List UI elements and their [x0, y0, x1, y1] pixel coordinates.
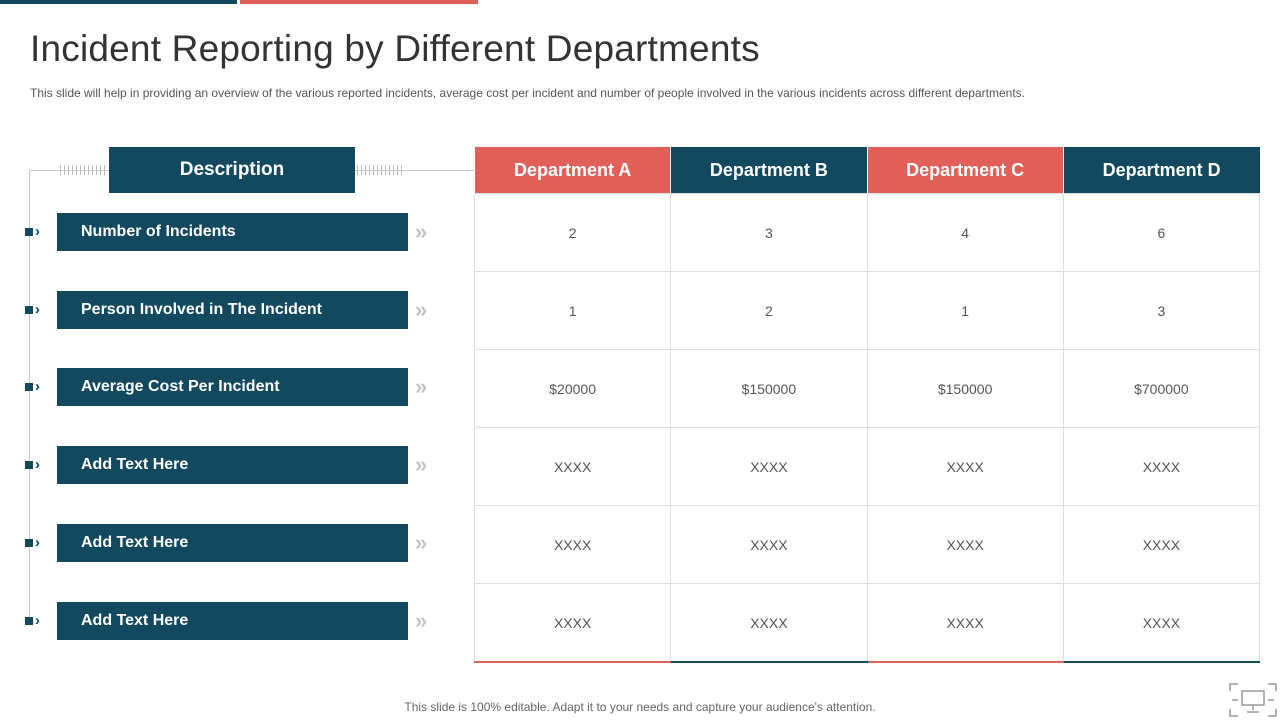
table-cell: XXXX: [473, 505, 672, 584]
double-chevron-right-icon: »: [415, 530, 428, 555]
column-header-department-b: Department B: [670, 147, 867, 194]
description-row: › Add Text Here »: [0, 446, 440, 484]
double-chevron-right-icon: »: [415, 452, 428, 477]
table-cell: XXXX: [473, 427, 672, 506]
bullet-square-icon: [25, 461, 33, 469]
table-cell: XXXX: [1062, 427, 1261, 506]
chevron-right-icon: ›: [35, 534, 40, 551]
description-row-label: Number of Incidents: [57, 213, 408, 251]
table-header-row: Department A Department B Department C D…: [473, 147, 1260, 194]
ticks-decoration-right: [357, 165, 405, 175]
table-cell: 3: [670, 193, 868, 272]
table-cell: XXXX: [866, 583, 1064, 663]
table-row: XXXX XXXX XXXX XXXX: [473, 505, 1261, 584]
column-header-department-c: Department C: [866, 147, 1064, 194]
double-chevron-right-icon: »: [415, 608, 428, 633]
double-chevron-right-icon: »: [415, 297, 428, 322]
table-cell: $150000: [866, 349, 1064, 428]
ticks-decoration-left: [60, 165, 108, 175]
bullet-square-icon: [25, 539, 33, 547]
description-row-label: Add Text Here: [57, 446, 408, 484]
slide-title: Incident Reporting by Different Departme…: [30, 28, 760, 69]
top-accent-bar-navy: [0, 0, 237, 4]
connector-vertical-line: [29, 170, 30, 622]
table-cell: XXXX: [866, 427, 1064, 506]
description-row-label: Add Text Here: [57, 524, 408, 562]
table-cell: XXXX: [670, 583, 868, 663]
description-row-label: Person Involved in The Incident: [57, 291, 408, 329]
table-cell: XXXX: [1062, 505, 1261, 584]
double-chevron-right-icon: »: [415, 374, 428, 399]
table-cell: XXXX: [473, 583, 672, 663]
table-cell: 2: [670, 271, 868, 350]
table-cell: 1: [866, 271, 1064, 350]
table-cell: XXXX: [1062, 583, 1261, 663]
description-row-label: Add Text Here: [57, 602, 408, 640]
description-row: › Number of Incidents »: [0, 213, 440, 251]
chevron-right-icon: ›: [35, 301, 40, 318]
table-cell: 2: [473, 193, 672, 272]
chevron-right-icon: ›: [35, 612, 40, 629]
table-cell: 1: [473, 271, 672, 350]
bullet-square-icon: [25, 617, 33, 625]
top-accent-bar-coral: [240, 0, 478, 4]
table-row: XXXX XXXX XXXX XXXX: [473, 427, 1261, 506]
description-row: › Add Text Here »: [0, 602, 440, 640]
presentation-screen-icon: [1229, 683, 1277, 717]
table-cell: XXXX: [670, 505, 868, 584]
description-row-label: Average Cost Per Incident: [57, 368, 408, 406]
table-cell: $150000: [670, 349, 868, 428]
department-table: Department A Department B Department C D…: [473, 147, 1261, 663]
description-row: › Person Involved in The Incident »: [0, 291, 440, 329]
table-row: 2 3 4 6: [473, 193, 1261, 272]
table-cell: XXXX: [866, 505, 1064, 584]
chevron-right-icon: ›: [35, 223, 40, 240]
description-header: Description: [109, 147, 355, 193]
chevron-right-icon: ›: [35, 378, 40, 395]
description-row: › Add Text Here »: [0, 524, 440, 562]
double-chevron-right-icon: »: [415, 219, 428, 244]
bullet-square-icon: [25, 383, 33, 391]
slide-footer: This slide is 100% editable. Adapt it to…: [404, 700, 876, 714]
table-cell: $20000: [473, 349, 672, 428]
slide-subtitle: This slide will help in providing an ove…: [30, 86, 1025, 100]
table-cell: 3: [1062, 271, 1261, 350]
column-header-department-a: Department A: [473, 147, 671, 194]
bullet-square-icon: [25, 306, 33, 314]
column-header-department-d: Department D: [1062, 147, 1260, 194]
table-cell: 4: [866, 193, 1064, 272]
chevron-right-icon: ›: [35, 456, 40, 473]
table-cell: $700000: [1062, 349, 1261, 428]
description-row: › Average Cost Per Incident »: [0, 368, 440, 406]
table-row: 1 2 1 3: [473, 271, 1261, 350]
table-row: $20000 $150000 $150000 $700000: [473, 349, 1261, 428]
bullet-square-icon: [25, 228, 33, 236]
table-cell: 6: [1062, 193, 1261, 272]
table-row: XXXX XXXX XXXX XXXX: [473, 583, 1261, 663]
table-cell: XXXX: [670, 427, 868, 506]
